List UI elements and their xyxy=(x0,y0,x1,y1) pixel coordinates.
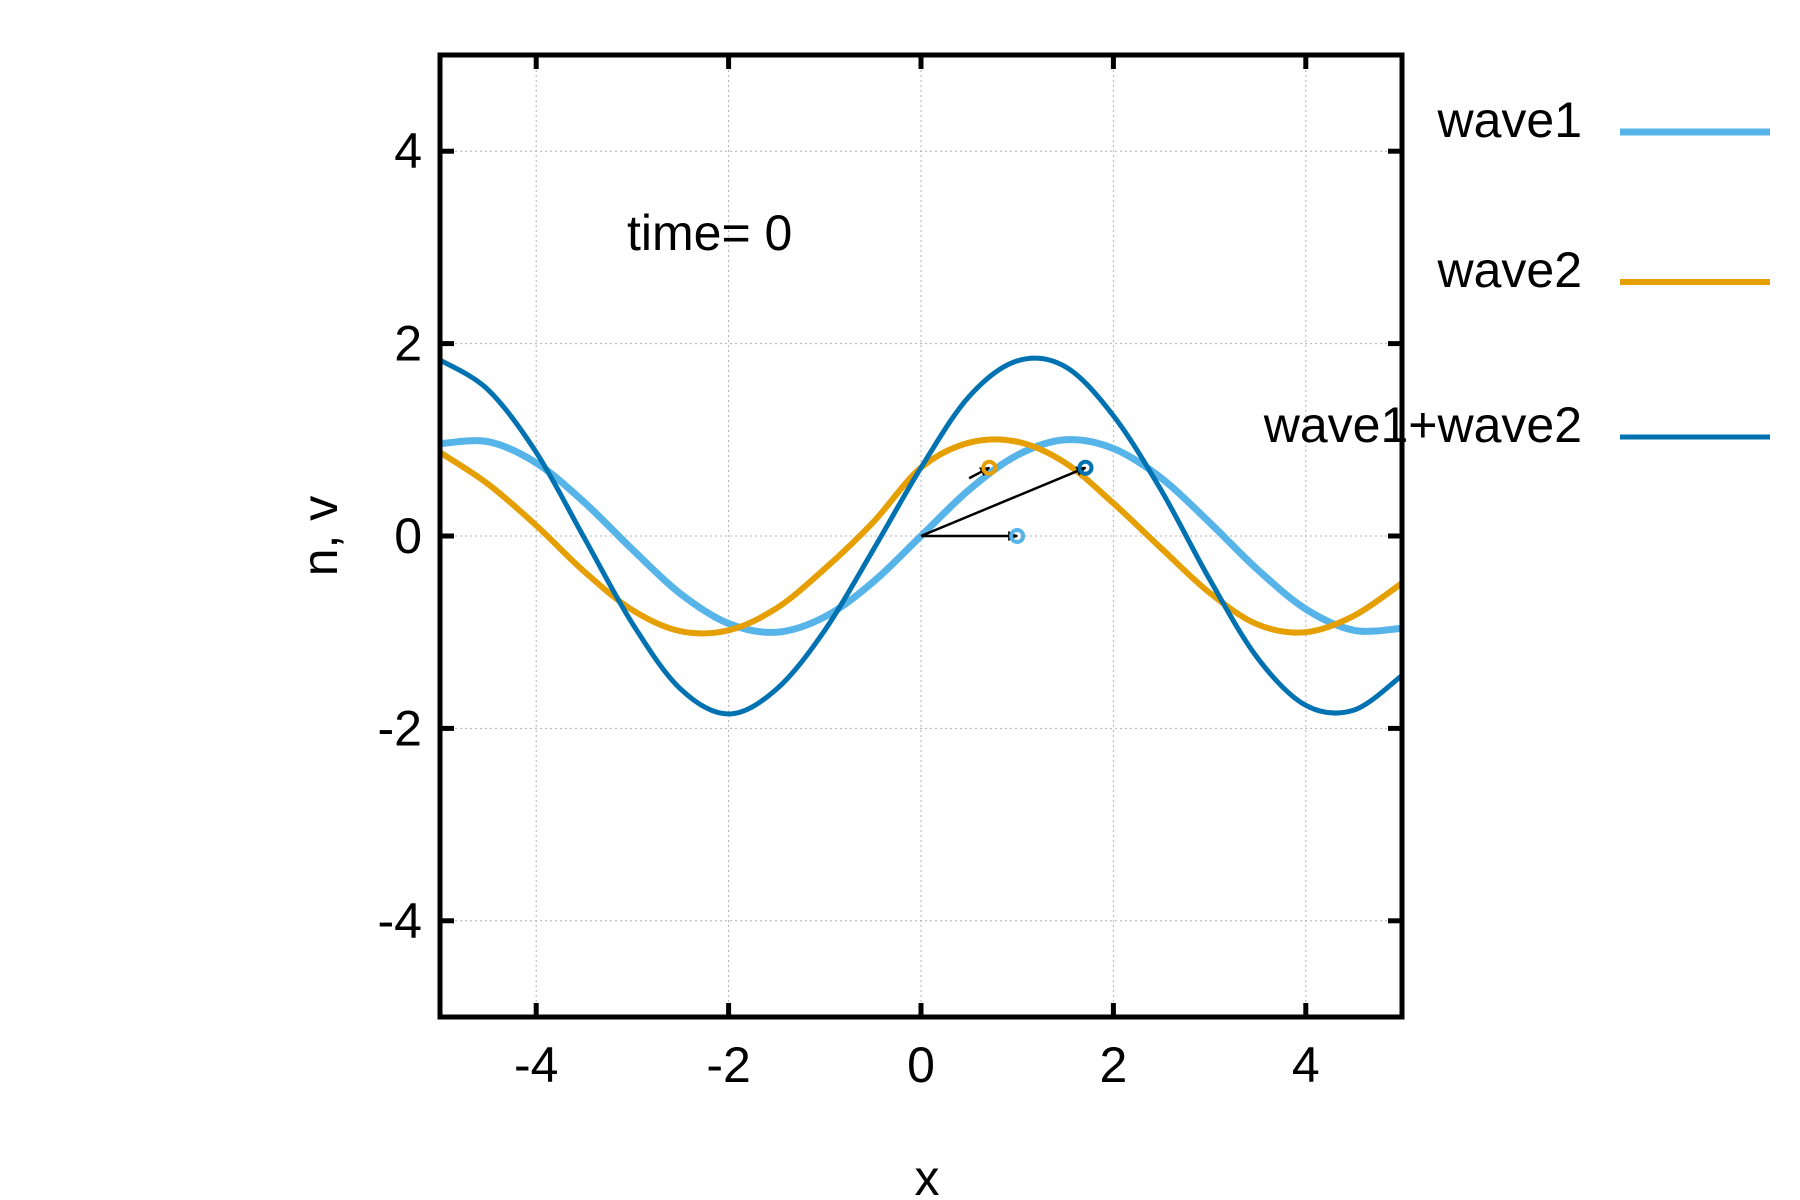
x-tick-label: 2 xyxy=(1099,1037,1127,1093)
vector-endpoint-3 xyxy=(1077,459,1094,476)
time-annotation: time= 0 xyxy=(627,205,792,261)
y-axis-title: n, v xyxy=(292,496,348,577)
y-tick-label: 0 xyxy=(394,508,422,564)
legend: wave1 wave2 wave1+wave2 xyxy=(1263,92,1770,453)
y-tick-label: 2 xyxy=(394,316,422,372)
x-tick-label: -2 xyxy=(706,1037,750,1093)
legend-label-2: wave2 xyxy=(1436,242,1582,298)
x-axis-title: x xyxy=(915,1150,940,1200)
legend-label-3: wave1+wave2 xyxy=(1263,397,1582,453)
x-tick-label: 4 xyxy=(1292,1037,1320,1093)
vector-endpoint-1 xyxy=(1009,528,1026,544)
y-tick-label: -4 xyxy=(378,893,422,949)
grid xyxy=(440,55,1402,1017)
y-tick-label: 4 xyxy=(394,123,422,179)
legend-label-1: wave1 xyxy=(1436,92,1582,148)
x-tick-label: -4 xyxy=(514,1037,558,1093)
vector-arrow-2 xyxy=(968,466,991,480)
y-tick-label: -2 xyxy=(378,700,422,756)
vector-endpoint-2 xyxy=(981,459,998,476)
vector-layer xyxy=(920,459,1094,544)
x-tick-label: 0 xyxy=(907,1037,935,1093)
tick-labels: -4 -2 0 2 4 -4 -2 0 2 4 xyxy=(378,123,1320,1093)
vector-arrow-3 xyxy=(920,466,1087,538)
series-line-3 xyxy=(440,355,1402,717)
ticks xyxy=(440,55,1402,1017)
